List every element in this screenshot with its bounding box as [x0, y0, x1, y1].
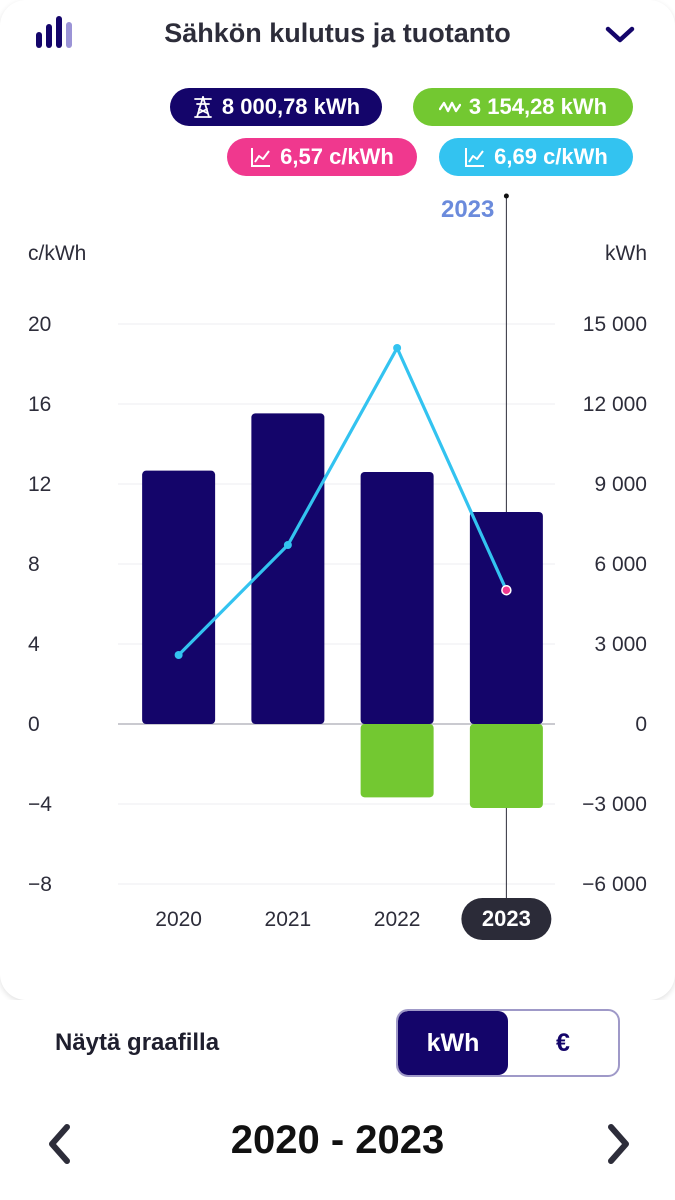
- selection-marker-dot: [503, 193, 509, 199]
- price-point: [501, 584, 512, 596]
- x-axis-tick: 2023: [482, 906, 531, 931]
- price-badge-pink: 6,57 c/kWh: [227, 138, 417, 176]
- line-chart-icon: [251, 148, 271, 167]
- chevron-down-icon[interactable]: [604, 24, 636, 46]
- right-axis-tick: 3 000: [594, 633, 647, 656]
- right-axis-tick: 6 000: [594, 553, 647, 576]
- price-point: [174, 651, 183, 659]
- production-wave-icon: [438, 101, 461, 113]
- price-value-pink: 6,57 c/kWh: [280, 144, 394, 169]
- selected-year-label: 2023: [441, 196, 494, 223]
- left-axis-tick: 20: [28, 313, 51, 336]
- right-axis-unit: kWh: [605, 242, 647, 265]
- right-axis-tick: 9 000: [594, 473, 647, 496]
- left-axis-tick: 4: [28, 633, 40, 656]
- consumption-bar: [469, 512, 543, 724]
- page-title: Sähkön kulutus ja tuotanto: [164, 18, 511, 48]
- unit-option-kwh[interactable]: kWh: [398, 1011, 508, 1075]
- left-axis-tick: 8: [28, 553, 40, 576]
- left-axis-unit: c/kWh: [28, 242, 87, 265]
- chevron-right-icon[interactable]: [606, 1123, 632, 1165]
- line-chart-icon: [465, 148, 485, 167]
- right-axis-tick: 15 000: [583, 313, 647, 336]
- x-axis-tick: 2022: [374, 908, 421, 931]
- chart-card: Sähkön kulutus ja tuotanto 8 000,78 kWh …: [0, 0, 675, 960]
- unit-toggle[interactable]: kWh €: [396, 1009, 620, 1077]
- unit-option-euro[interactable]: €: [556, 1028, 570, 1057]
- production-total-value: 3 154,28 kWh: [468, 94, 608, 119]
- left-axis-tick: 0: [28, 713, 40, 736]
- production-bar: [469, 724, 543, 808]
- left-axis-tick: −4: [28, 793, 52, 816]
- left-axis-tick: −8: [28, 873, 52, 896]
- bar-chart-icon: [36, 16, 72, 48]
- consumption-bar: [251, 413, 325, 724]
- selected-year-chip: [461, 898, 552, 940]
- left-axis-tick: 16: [28, 393, 51, 416]
- date-range-label: 2020 - 2023: [230, 1118, 445, 1162]
- right-axis-tick: 12 000: [583, 393, 647, 416]
- x-axis-tick: 2020: [155, 908, 202, 931]
- left-axis-tick: 12: [28, 473, 51, 496]
- price-value-blue: 6,69 c/kWh: [494, 144, 608, 169]
- consumption-chart[interactable]: 20 15 000 16 12 000 12 9 000 8 6 000 4 3 000 0 0 −4 −…: [0, 180, 675, 960]
- production-bar: [360, 724, 434, 798]
- consumption-total-badge: 8 000,78 kWh: [170, 88, 382, 126]
- x-axis-tick: 2021: [265, 908, 312, 931]
- power-tower-icon: [194, 96, 212, 118]
- consumption-bar: [360, 472, 434, 724]
- chevron-left-icon[interactable]: [46, 1123, 72, 1165]
- price-point: [283, 541, 292, 549]
- consumption-total-value: 8 000,78 kWh: [221, 94, 361, 119]
- right-axis-tick: 0: [635, 713, 647, 736]
- show-on-chart-label: Näytä graafilla: [55, 1029, 220, 1056]
- price-point: [393, 344, 402, 352]
- price-badge-blue: 6,69 c/kWh: [439, 138, 633, 176]
- production-total-badge: 3 154,28 kWh: [413, 88, 633, 126]
- right-axis-tick: −3 000: [582, 793, 647, 816]
- consumption-bar: [142, 470, 216, 724]
- price-line: [177, 346, 508, 657]
- right-axis-tick: −6 000: [582, 873, 647, 896]
- card-header[interactable]: Sähkön kulutus ja tuotanto: [0, 0, 675, 70]
- footer: [0, 1000, 675, 1200]
